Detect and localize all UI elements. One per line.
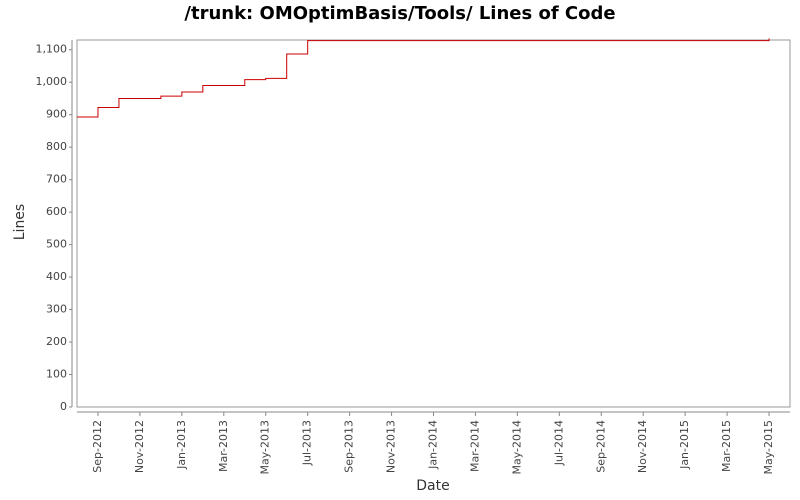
y-tick-label: 200 bbox=[46, 335, 67, 348]
x-tick-label: Nov-2012 bbox=[133, 420, 146, 473]
series-line bbox=[77, 38, 770, 118]
chart-title: /trunk: OMOptimBasis/Tools/ Lines of Cod… bbox=[184, 3, 615, 24]
x-tick-label: May-2014 bbox=[510, 420, 523, 475]
x-tick-label: Mar-2013 bbox=[217, 420, 230, 472]
x-tick-label: May-2015 bbox=[762, 420, 775, 475]
y-tick-label: 300 bbox=[46, 303, 67, 316]
y-axis-label: Lines bbox=[12, 204, 28, 240]
x-tick-label: May-2013 bbox=[259, 420, 272, 475]
y-tick-label: 800 bbox=[46, 140, 67, 153]
x-tick-label: Mar-2014 bbox=[468, 420, 481, 472]
y-tick-label: 1,100 bbox=[36, 43, 68, 56]
y-tick-label: 0 bbox=[60, 400, 67, 413]
x-axis-label: Date bbox=[416, 478, 449, 494]
x-tick-label: Jul-2014 bbox=[552, 420, 565, 466]
y-tick-label: 1,000 bbox=[36, 75, 68, 88]
x-tick-label: Jul-2013 bbox=[301, 420, 314, 466]
y-tick-label: 900 bbox=[46, 108, 67, 121]
y-tick-label: 700 bbox=[46, 173, 67, 186]
x-tick-label: Sep-2012 bbox=[91, 420, 104, 473]
x-tick-label: Sep-2014 bbox=[594, 420, 607, 473]
y-tick-label: 400 bbox=[46, 270, 67, 283]
x-tick-label: Jan-2015 bbox=[678, 420, 691, 470]
y-tick-label: 500 bbox=[46, 238, 67, 251]
x-tick-label: Sep-2013 bbox=[343, 420, 356, 473]
x-tick-label: Jan-2014 bbox=[427, 420, 440, 470]
y-tick-label: 100 bbox=[46, 368, 67, 381]
plot-area bbox=[76, 39, 791, 408]
x-tick-label: Nov-2013 bbox=[385, 420, 398, 473]
y-tick-label: 600 bbox=[46, 205, 67, 218]
x-tick-label: Jan-2013 bbox=[175, 420, 188, 470]
x-tick-label: Nov-2014 bbox=[636, 420, 649, 473]
x-tick-label: Mar-2015 bbox=[720, 420, 733, 472]
